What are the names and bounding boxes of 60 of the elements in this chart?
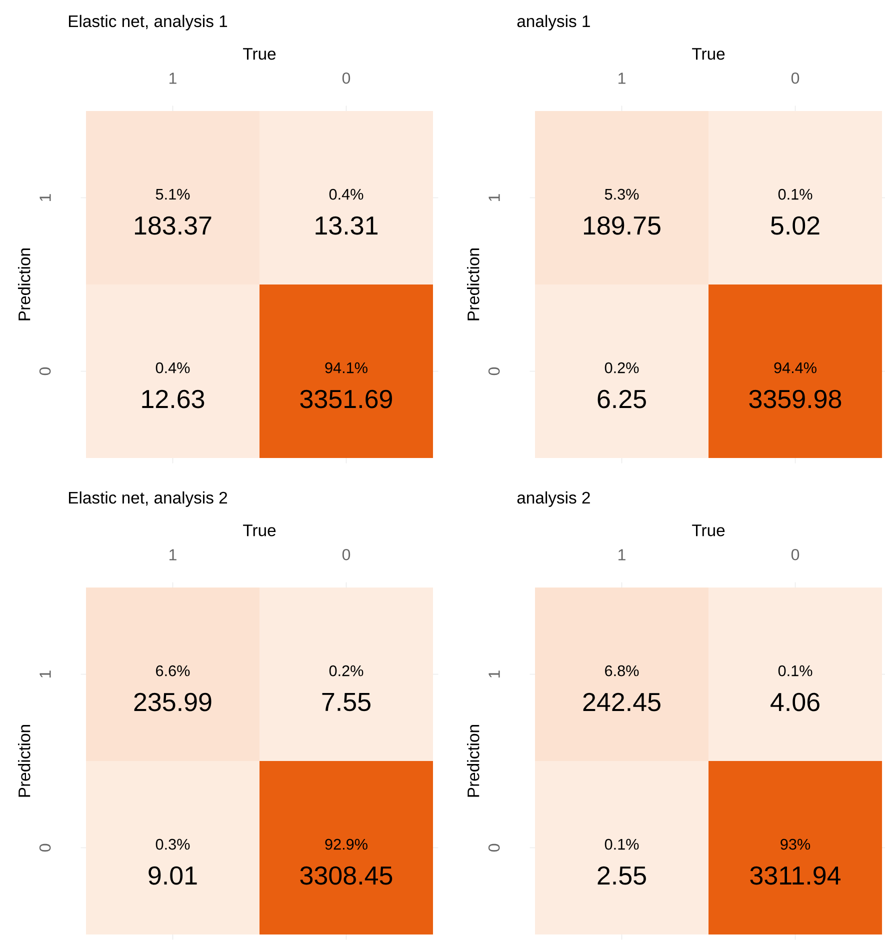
y-axis-title: Prediction: [467, 725, 480, 797]
data-label: 13.31: [316, 216, 378, 235]
y-tick-label: 0: [488, 367, 500, 376]
x-tick-label: 1: [618, 72, 626, 84]
y-tick-label: 1: [488, 194, 500, 201]
data-label: 3351.69: [300, 390, 392, 408]
annotation: 0.1%: [778, 188, 812, 200]
x-tick-label: 0: [342, 548, 350, 560]
data-label: 9.01: [148, 866, 197, 885]
x-axis-title: True: [243, 524, 276, 536]
data-label: 189.75: [584, 216, 660, 235]
x-tick-label: 0: [791, 548, 800, 560]
data-label: 3308.45: [300, 866, 392, 885]
annotation: 94.4%: [774, 362, 816, 374]
annotation: 0.3%: [156, 838, 190, 850]
data-label: 4.06: [770, 692, 820, 712]
x-axis-title: True: [692, 524, 725, 536]
annotation: 6.6%: [156, 665, 190, 676]
y-tick-label: 1: [40, 194, 51, 201]
y-tick-label: 1: [40, 670, 51, 678]
data-label: 7.55: [322, 692, 370, 712]
x-tick-label: 0: [342, 72, 350, 84]
annotation: 0.2%: [329, 665, 364, 676]
data-label: 12.63: [142, 390, 204, 408]
data-label: 3311.94: [750, 866, 841, 885]
annotation: 0.4%: [329, 188, 364, 200]
annotation: 0.2%: [604, 362, 639, 374]
annotation: 5.1%: [156, 188, 190, 200]
annotation: 5.3%: [604, 188, 639, 200]
data-label: 2.55: [598, 866, 646, 885]
annotation: 0.1%: [604, 838, 639, 850]
data-label: 242.45: [583, 692, 660, 712]
y-axis-title: Prediction: [467, 248, 480, 320]
x-tick-label: 0: [791, 72, 800, 84]
annotation: 94.1%: [325, 362, 368, 374]
x-axis-title: True: [243, 48, 276, 60]
x-axis-title: True: [692, 48, 725, 60]
annotation: 92.9%: [325, 838, 368, 850]
x-tick-label: 1: [170, 72, 176, 84]
y-tick-label: 0: [488, 844, 500, 852]
y-tick-label: 1: [488, 670, 500, 678]
chart-title: Elastic net, analysis 2: [68, 491, 228, 507]
annotation: 93%: [780, 838, 810, 850]
y-tick-label: 0: [39, 844, 51, 852]
chart-title: analysis 1: [517, 14, 590, 30]
y-axis-title: Prediction: [18, 248, 30, 320]
data-label: 5.02: [771, 216, 820, 235]
annotation: 6.8%: [605, 665, 639, 676]
chart-title: analysis 2: [517, 491, 590, 507]
x-tick-label: 1: [170, 549, 176, 560]
data-label: 3359.98: [749, 390, 842, 408]
annotation: 0.1%: [778, 665, 812, 676]
data-label: 6.25: [598, 390, 646, 408]
chart-title: Elastic net, analysis 1: [68, 14, 228, 30]
data-label: 235.99: [134, 692, 212, 712]
x-tick-label: 1: [618, 549, 626, 560]
data-label: 183.37: [134, 216, 212, 235]
y-tick-label: 0: [39, 367, 51, 376]
y-axis-title: Prediction: [18, 725, 30, 797]
annotation: 0.4%: [156, 362, 190, 374]
